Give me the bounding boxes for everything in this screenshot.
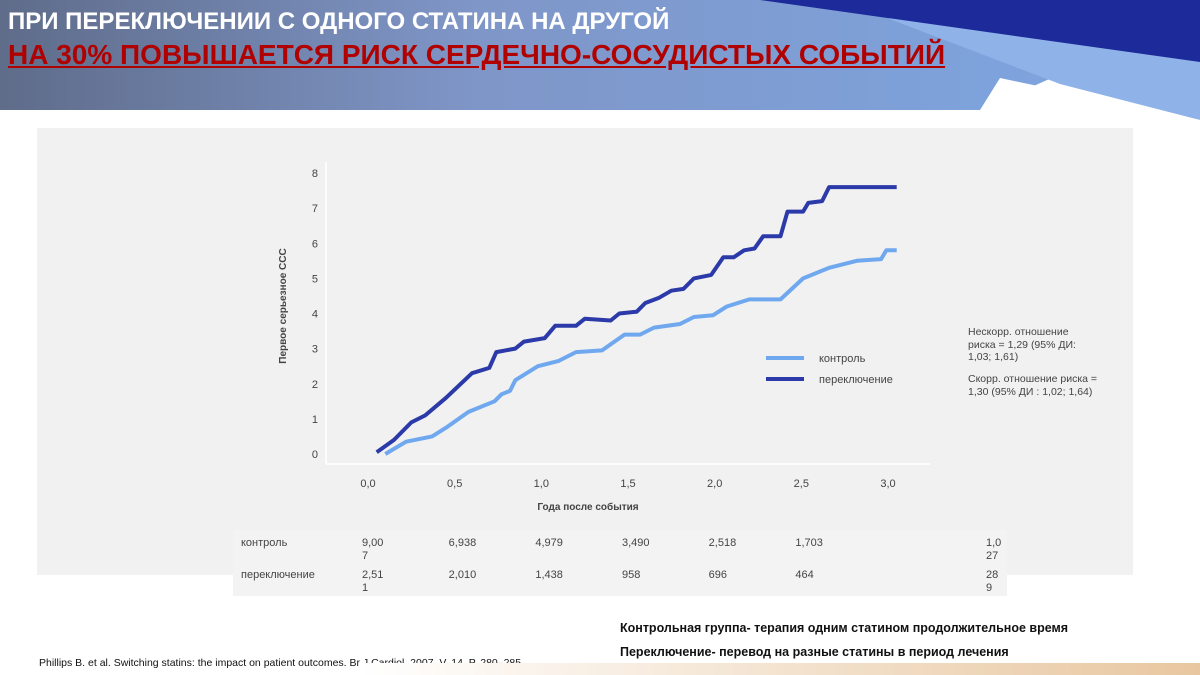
definition-switching: Переключение- перевод на разные статины …	[620, 645, 1009, 659]
risk-table-panel	[233, 530, 1007, 596]
y-tick-label: 8	[312, 168, 318, 180]
risk-table-cell: 696	[708, 569, 728, 581]
slide-title: ПРИ ПЕРЕКЛЮЧЕНИИ С ОДНОГО СТАТИНА НА ДРУ…	[8, 8, 945, 71]
risk-table-cell: 4,979	[535, 537, 563, 549]
stat-unadjusted: Нескорр. отношение риска = 1,29 (95% ДИ:…	[968, 326, 1076, 363]
x-tick-label: 1,0	[534, 478, 549, 490]
series-lines	[375, 185, 897, 456]
x-axis-title: Года после события	[537, 501, 638, 513]
risk-table-cell: 958	[622, 569, 641, 581]
legend-label-control: контроль	[819, 353, 866, 365]
definition-control: Контрольная группа- терапия одним статин…	[620, 621, 1069, 635]
legend: контроль переключение	[766, 353, 893, 386]
x-tick-label: 3,0	[880, 478, 895, 490]
risk-table-cell: 1,0 27	[986, 537, 1002, 562]
risk-table-cell: 2,51 1	[362, 569, 384, 594]
header-background	[0, 0, 1200, 120]
risk-table-cell: 6,938	[448, 537, 477, 549]
x-tick-label: 2,0	[707, 478, 722, 490]
title-line-2: НА 30% ПОВЫШАЕТСЯ РИСК СЕРДЕЧНО-СОСУДИСТ…	[8, 39, 946, 71]
y-tick-label: 7	[312, 203, 318, 215]
x-tick-label: 1,5	[620, 478, 635, 490]
y-axis-title: Первое серьезное ССС	[278, 248, 289, 363]
y-tick-label: 2	[312, 379, 318, 391]
y-tick-label: 1	[312, 414, 318, 426]
y-tick-label: 5	[312, 273, 318, 285]
x-tick-label: 0,5	[447, 478, 462, 490]
x-tick-label: 0,0	[360, 478, 375, 490]
risk-table-cell: 9,00 7	[362, 537, 384, 562]
risk-table-cell: 1,703	[795, 537, 823, 549]
title-line-1: ПРИ ПЕРЕКЛЮЧЕНИИ С ОДНОГО СТАТИНА НА ДРУ…	[8, 8, 670, 35]
header-dark-accent	[760, 0, 1200, 62]
y-tick-label: 6	[312, 238, 318, 250]
stat-adjusted: Скорр. отношение риска = 1,30 (95% ДИ : …	[968, 373, 1098, 398]
risk-table-cell: 2,010	[448, 569, 477, 581]
x-ticks: 0,0 0,5 1,0 1,5 2,0 2,5 3,0	[360, 478, 895, 490]
risk-table-cell: 464	[795, 569, 814, 581]
risk-row-label-control: контроль	[241, 537, 288, 549]
risk-table-cell: 28 9	[986, 569, 999, 594]
series-line-switching	[375, 185, 897, 454]
series-line-control	[384, 248, 897, 456]
y-tick-label: 0	[312, 449, 318, 461]
risk-table-cell: 3,490	[622, 537, 650, 549]
y-tick-label: 4	[312, 309, 318, 321]
header-gradient-shape	[0, 0, 1065, 110]
y-ticks: 0 1 2 3 4 5 6 7 8	[312, 168, 318, 461]
footer-accent-fill	[360, 663, 1200, 675]
x-tick-label: 2,5	[794, 478, 809, 490]
risk-table-cell: 1,438	[535, 569, 563, 581]
legend-label-switching: переключение	[819, 374, 893, 386]
risk-row-label-switching: переключение	[241, 569, 315, 581]
header-white-wedge	[980, 78, 1200, 120]
y-tick-label: 3	[312, 344, 318, 356]
footer-accent-bar	[360, 663, 1200, 675]
risk-table-cell: 2,518	[708, 537, 737, 549]
